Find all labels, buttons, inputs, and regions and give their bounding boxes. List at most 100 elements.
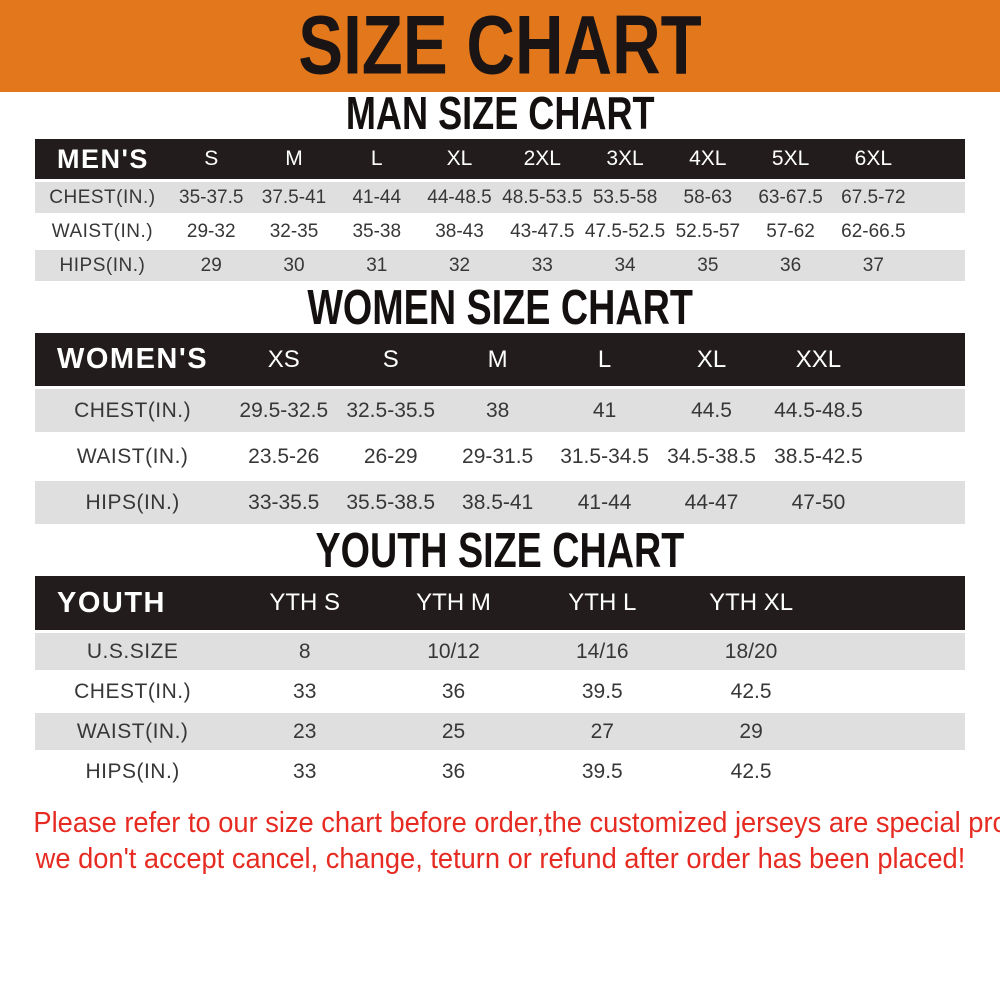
measurement-row: WAIST(IN.) 23.5-26 26-29 29-31.5 31.5-34.5 34…: [35, 435, 965, 478]
size-value-cell: 42.5: [676, 673, 826, 710]
size-column-header: 5XL: [749, 139, 832, 179]
measurement-row-label: HIPS(IN.): [35, 250, 170, 281]
youth-table-header-label: YOUTH: [35, 576, 231, 630]
footer-note-line-1: Please refer to our size chart before or…: [33, 807, 1000, 839]
size-value-cell: 38.5-42.5: [764, 435, 872, 478]
size-value-cell: 38: [444, 389, 552, 432]
size-value-cell: 47-50: [764, 481, 872, 524]
men-section-heading: MAN SIZE CHART: [0, 87, 1000, 140]
size-value-cell: 29-32: [169, 216, 253, 247]
size-column-header: XL: [418, 139, 501, 179]
measurement-row-label: U.S.SIZE: [35, 633, 231, 670]
size-value-cell: 35-37.5: [169, 182, 253, 213]
men-size-table: MEN'S S M L XL 2XL 3XL 4XL 5XL 6XL CHEST(IN.) 35-37…: [35, 136, 965, 284]
size-value-cell: 41-44: [551, 481, 659, 524]
size-value-cell: 38.5-41: [444, 481, 552, 524]
size-value-cell: 57-62: [749, 216, 832, 247]
size-column-header: 6XL: [831, 139, 915, 179]
size-value-cell: 33: [500, 250, 584, 281]
size-value-cell: 33-35.5: [230, 481, 338, 524]
women-table-header-row: WOMEN'S XS S M L XL XXL: [35, 333, 965, 386]
size-column-header: M: [444, 333, 552, 386]
size-value-cell: 27: [527, 713, 677, 750]
size-value-cell: 41-44: [335, 182, 419, 213]
men-size-table-container: MEN'S S M L XL 2XL 3XL 4XL 5XL 6XL CHEST(IN.) 35-37…: [0, 136, 1000, 284]
size-value-cell: 34: [583, 250, 667, 281]
measurement-row: HIPS(IN.) 33 36 39.5 42.5: [35, 753, 965, 790]
size-column-header: 2XL: [500, 139, 584, 179]
youth-section-heading: YOUTH SIZE CHART: [0, 526, 1000, 575]
size-value-cell: 58-63: [666, 182, 750, 213]
size-column-header: XXL: [764, 333, 872, 386]
measurement-row-label: CHEST(IN.): [35, 673, 231, 710]
measurement-row-label: WAIST(IN.): [35, 216, 170, 247]
size-value-cell: 43-47.5: [500, 216, 584, 247]
size-value-cell: 32.5-35.5: [337, 389, 445, 432]
size-column-header: XS: [230, 333, 338, 386]
measurement-row: CHEST(IN.) 35-37.5 37.5-41 41-44 44-48.5 48.5…: [35, 182, 965, 213]
size-value-cell: 39.5: [527, 753, 677, 790]
row-spacer-cell: [914, 250, 965, 281]
footer-note: Please refer to our size chart before or…: [0, 805, 1000, 877]
size-column-header: YTH XL: [676, 576, 826, 630]
size-value-cell: 29: [676, 713, 826, 750]
size-value-cell: 31.5-34.5: [551, 435, 659, 478]
size-value-cell: 42.5: [676, 753, 826, 790]
size-value-cell: 34.5-38.5: [658, 435, 765, 478]
size-value-cell: 36: [749, 250, 832, 281]
measurement-row-label: WAIST(IN.): [35, 435, 231, 478]
section-youth: YOUTH SIZE CHART YOUTH YTH S YTH M YTH L YTH…: [0, 526, 1000, 793]
size-value-cell: 35-38: [335, 216, 419, 247]
youth-size-table: YOUTH YTH S YTH M YTH L YTH XL U.S.SIZE 8 10/12…: [35, 573, 965, 793]
size-value-cell: 53.5-58: [583, 182, 667, 213]
size-value-cell: 30: [252, 250, 336, 281]
size-value-cell: 33: [230, 673, 380, 710]
size-value-cell: 29.5-32.5: [230, 389, 338, 432]
size-column-header: YTH M: [379, 576, 528, 630]
size-value-cell: 41: [551, 389, 659, 432]
men-table-header-row: MEN'S S M L XL 2XL 3XL 4XL 5XL 6XL: [35, 139, 965, 179]
women-section-heading: WOMEN SIZE CHART: [0, 283, 1000, 332]
row-spacer-cell: [914, 182, 965, 213]
size-column-header: YTH S: [230, 576, 380, 630]
charts: MAN SIZE CHART MEN'S S M L XL 2XL 3XL 4XL 5XL 6XL…: [0, 87, 1000, 793]
size-column-header: M: [252, 139, 336, 179]
row-spacer-cell: [825, 673, 965, 710]
header-spacer-cell: [914, 139, 965, 179]
measurement-row: HIPS(IN.) 29 30 31 32 33 34 35 36 37: [35, 250, 965, 281]
footer-note-line-2: we don't accept cancel, change, teturn o…: [35, 843, 965, 875]
youth-size-table-container: YOUTH YTH S YTH M YTH L YTH XL U.S.SIZE 8 10/12…: [0, 573, 1000, 793]
size-value-cell: 23: [230, 713, 380, 750]
size-value-cell: 33: [230, 753, 380, 790]
women-size-table-container: WOMEN'S XS S M L XL XXL CHEST(IN.) 29.5-32.5 32.5…: [0, 330, 1000, 527]
section-women: WOMEN SIZE CHART WOMEN'S XS S M L XL XXL CHEST(…: [0, 283, 1000, 527]
size-value-cell: 14/16: [527, 633, 677, 670]
measurement-row: U.S.SIZE 8 10/12 14/16 18/20: [35, 633, 965, 670]
size-value-cell: 8: [230, 633, 380, 670]
size-value-cell: 47.5-52.5: [583, 216, 667, 247]
page-title: SIZE CHART: [298, 0, 702, 92]
row-spacer-cell: [914, 216, 965, 247]
size-value-cell: 29-31.5: [444, 435, 552, 478]
size-column-header: XL: [658, 333, 765, 386]
size-value-cell: 44.5-48.5: [764, 389, 872, 432]
men-section-heading-text: MAN SIZE CHART: [345, 87, 655, 140]
row-spacer-cell: [825, 753, 965, 790]
size-value-cell: 23.5-26: [230, 435, 338, 478]
measurement-row-label: HIPS(IN.): [35, 753, 231, 790]
measurement-row-label: WAIST(IN.): [35, 713, 231, 750]
size-value-cell: 44-47: [658, 481, 765, 524]
measurement-row: CHEST(IN.) 33 36 39.5 42.5: [35, 673, 965, 710]
size-value-cell: 44.5: [658, 389, 765, 432]
size-value-cell: 37: [831, 250, 915, 281]
measurement-row-label: CHEST(IN.): [35, 389, 231, 432]
size-value-cell: 32-35: [252, 216, 336, 247]
size-column-header: 4XL: [666, 139, 750, 179]
size-value-cell: 36: [379, 673, 528, 710]
size-value-cell: 36: [379, 753, 528, 790]
size-value-cell: 44-48.5: [418, 182, 501, 213]
youth-table-header-row: YOUTH YTH S YTH M YTH L YTH XL: [35, 576, 965, 630]
size-value-cell: 25: [379, 713, 528, 750]
size-value-cell: 48.5-53.5: [500, 182, 584, 213]
measurement-row: CHEST(IN.) 29.5-32.5 32.5-35.5 38 41 44.5 44.5…: [35, 389, 965, 432]
